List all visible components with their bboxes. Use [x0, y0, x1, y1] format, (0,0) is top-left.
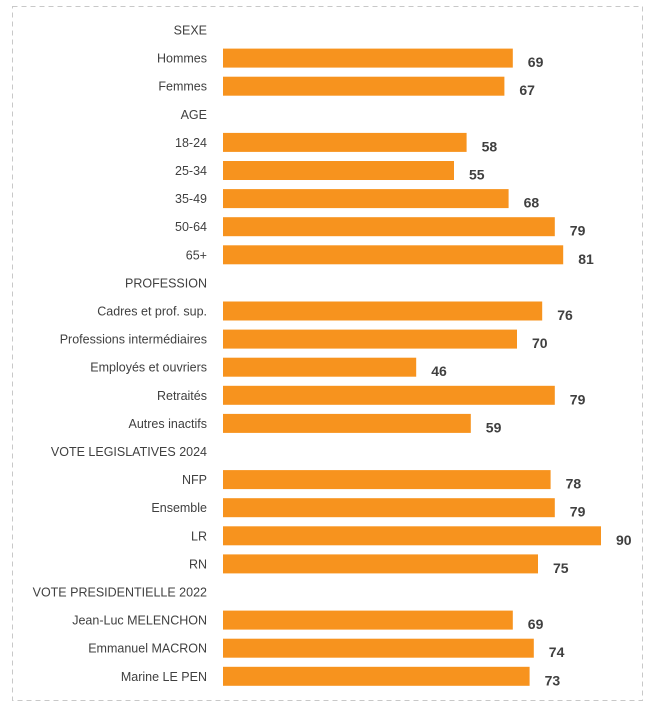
data-label: 79	[570, 223, 586, 239]
data-label: 81	[578, 251, 594, 267]
category-label: Jean-Luc MELENCHON	[72, 614, 207, 628]
category-label: LR	[191, 529, 207, 543]
bar-row: 35-49 68	[175, 189, 539, 211]
bar	[223, 161, 454, 180]
bar-row: NFP 78	[182, 470, 581, 492]
category-label: Autres inactifs	[128, 417, 207, 431]
group-header-label: SEXE	[174, 24, 207, 38]
bar-row: 18-24 58	[175, 132, 498, 154]
group-header-label: AGE	[181, 108, 207, 122]
bar-row: Retraités 79	[157, 385, 586, 407]
bar-row: Cadres et prof. sup. 76	[97, 301, 573, 323]
data-label: 69	[528, 616, 544, 632]
category-label: Femmes	[158, 80, 207, 94]
bar-row: 50-64 79	[175, 217, 586, 239]
group-header-row: VOTE LEGISLATIVES 2024	[51, 445, 207, 459]
data-label: 58	[482, 138, 498, 154]
category-label: RN	[189, 557, 207, 571]
data-label: 70	[532, 335, 548, 351]
data-label: 75	[553, 560, 569, 576]
bar	[223, 554, 538, 574]
bar	[223, 132, 467, 152]
category-label: NFP	[182, 473, 207, 487]
data-label: 67	[519, 82, 535, 98]
data-label: 78	[566, 476, 582, 492]
group-header-row: VOTE PRESIDENTIELLE 2022	[33, 586, 207, 600]
data-label: 76	[557, 307, 573, 323]
bar-row: Marine LE PEN 73	[121, 666, 561, 688]
bar-row: Autres inactifs 59	[128, 413, 502, 435]
bar	[223, 413, 471, 433]
bar-row: Professions intermédiaires 70	[60, 329, 548, 351]
bar	[223, 189, 509, 209]
bar	[223, 470, 551, 490]
bar	[223, 48, 513, 68]
category-label: Ensemble	[151, 501, 207, 515]
data-label: 59	[486, 419, 502, 435]
category-label: Employés et ouvriers	[90, 361, 207, 375]
category-label: 50-64	[175, 220, 207, 234]
data-label: 69	[528, 54, 544, 70]
bar	[223, 329, 517, 349]
bar	[223, 498, 555, 518]
data-label: 46	[431, 363, 447, 379]
bar	[223, 666, 530, 686]
data-label: 73	[545, 672, 561, 688]
bar-row: 25-34 55	[175, 161, 485, 183]
data-label: 55	[469, 167, 485, 183]
bar-row: Hommes 69	[157, 48, 544, 70]
bar-row: 65+ 81	[186, 245, 594, 267]
group-header-label: VOTE PRESIDENTIELLE 2022	[33, 586, 207, 600]
category-label: Hommes	[157, 52, 207, 66]
chart-border	[12, 6, 643, 701]
category-label: Professions intermédiaires	[60, 333, 207, 347]
group-header-row: AGE	[181, 108, 207, 122]
bar	[223, 245, 564, 265]
group-header-row: SEXE	[174, 24, 207, 38]
bar-row: Emmanuel MACRON 74	[88, 638, 565, 660]
category-label: Cadres et prof. sup.	[97, 305, 207, 319]
category-label: 18-24	[175, 136, 207, 150]
bar-row: Jean-Luc MELENCHON 69	[72, 610, 544, 632]
category-label: Marine LE PEN	[121, 670, 207, 684]
bar-row: LR 90	[191, 526, 632, 548]
category-label: 35-49	[175, 192, 207, 206]
data-label: 68	[524, 195, 540, 211]
category-label: Emmanuel MACRON	[88, 642, 207, 656]
data-label: 74	[549, 644, 565, 660]
chart-rows: SEXE Hommes 69 Femmes 67 AGE 18-24 58 25-34 55 35-…	[33, 24, 632, 689]
bar-row: Femmes 67	[158, 76, 535, 98]
data-label: 79	[570, 391, 586, 407]
bar-row: Employés et ouvriers 46	[90, 357, 447, 379]
bar	[223, 610, 513, 630]
data-label: 90	[616, 532, 632, 548]
bar	[223, 526, 601, 546]
group-header-row: PROFESSION	[125, 276, 207, 290]
category-label: 25-34	[175, 164, 207, 178]
bar	[223, 357, 417, 377]
bar	[223, 76, 505, 96]
data-label: 79	[570, 504, 586, 520]
group-header-label: VOTE LEGISLATIVES 2024	[51, 445, 207, 459]
category-label: Retraités	[157, 389, 207, 403]
bar-row: Ensemble 79	[151, 498, 586, 520]
bar	[223, 217, 555, 237]
category-label: 65+	[186, 248, 207, 262]
bar-row: RN 75	[189, 554, 569, 576]
bar	[223, 301, 543, 321]
bar	[223, 638, 534, 658]
group-header-label: PROFESSION	[125, 276, 207, 290]
bar	[223, 385, 555, 405]
